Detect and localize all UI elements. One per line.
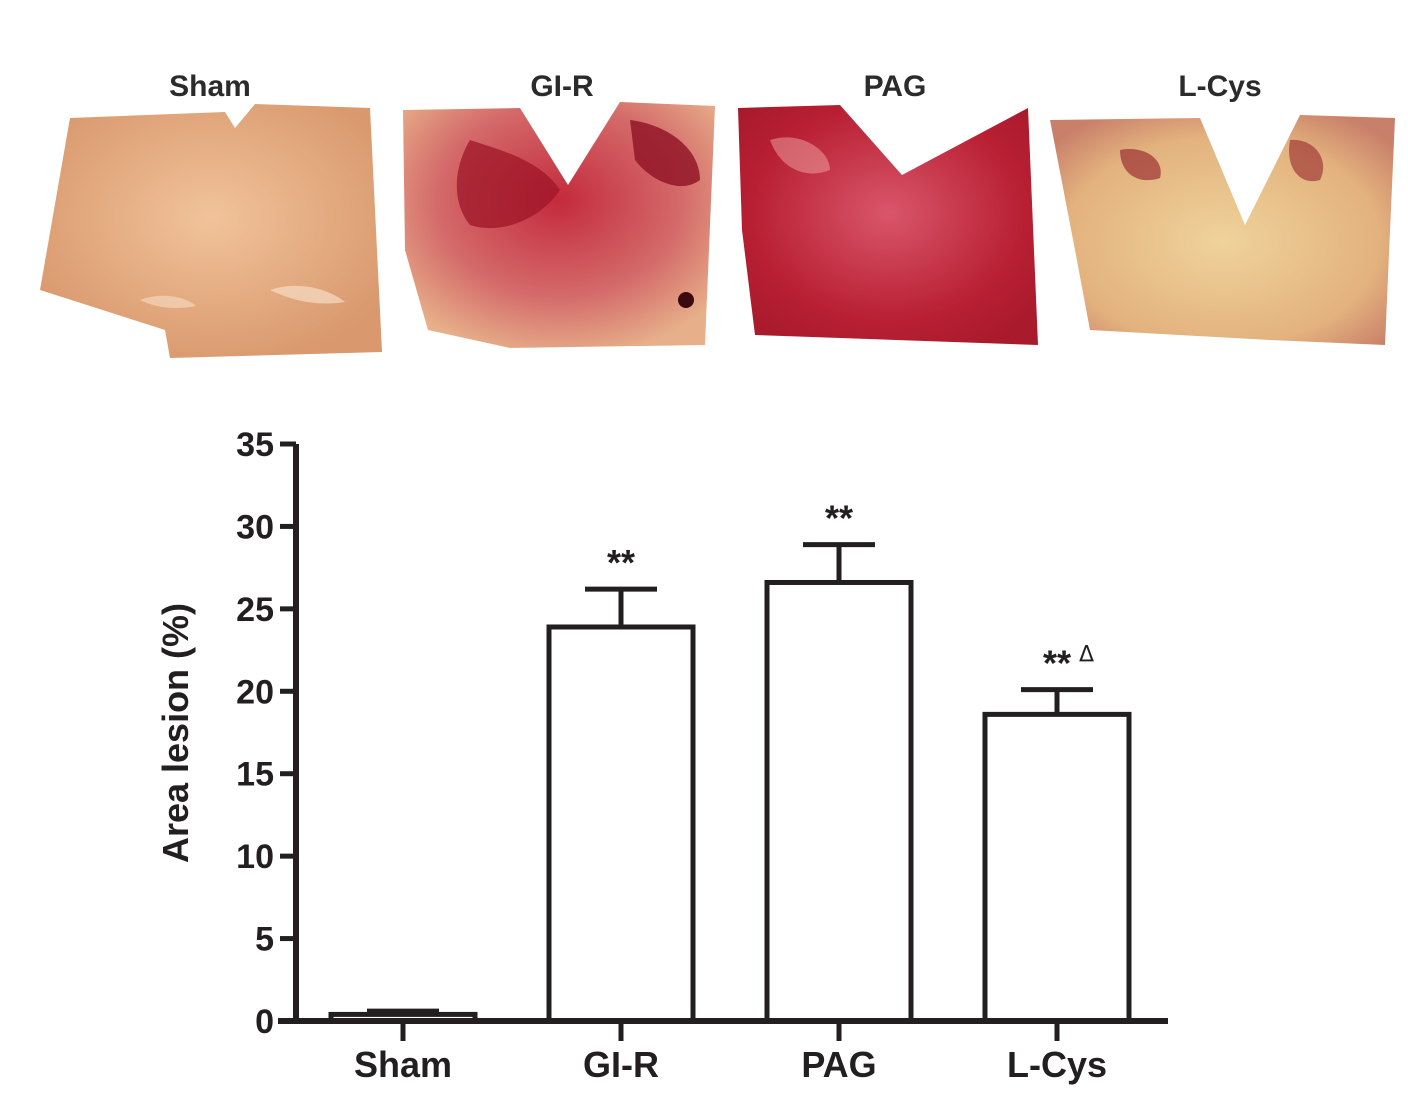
y-tick-label-15: 15 <box>236 756 274 794</box>
significance-l-cys: ** <box>1043 643 1071 684</box>
photo-label-lcys: L-Cys <box>1178 70 1261 103</box>
significance-delta-l-cys: Δ <box>1079 643 1094 668</box>
tissue-photo-gir: GI-R <box>403 70 715 348</box>
significance-annotations: ** ** ** Δ <box>607 498 1094 684</box>
tissue-sham <box>40 104 382 358</box>
x-axis-labels: Sham GI-R PAG L-Cys <box>354 1044 1107 1085</box>
tissue-gir-spot <box>678 292 694 308</box>
bar-gi-r <box>546 624 696 1024</box>
x-axis <box>278 1018 1168 1041</box>
tissue-sham-highlight <box>270 285 345 304</box>
y-tick-label-25: 25 <box>236 591 274 629</box>
x-label-pag: PAG <box>801 1044 876 1085</box>
tissue-gir-lesion-2 <box>630 120 700 187</box>
significance-pag: ** <box>825 498 853 539</box>
y-tick-label-0: 0 <box>255 1003 274 1041</box>
bar-pag <box>764 579 914 1024</box>
photo-label-pag: PAG <box>864 70 927 103</box>
y-tick-label-10: 10 <box>236 838 274 876</box>
tissue-photo-pag: PAG <box>738 70 1038 345</box>
tissue-sham-highlight-2 <box>140 295 196 308</box>
tissue-pag-highlight <box>770 137 830 174</box>
tissue-lcys-lesion-2 <box>1289 139 1324 182</box>
x-label-l-cys: L-Cys <box>1007 1044 1107 1085</box>
bar-l-cys <box>982 711 1132 1024</box>
y-tick-label-5: 5 <box>255 921 274 959</box>
y-axis-title: Area lesion (%) <box>155 603 196 863</box>
significance-gi-r: ** <box>607 542 635 583</box>
tissue-photo-sham: Sham <box>40 70 382 358</box>
photo-label-sham: Sham <box>169 70 251 103</box>
tissue-gir-lesion <box>456 140 560 229</box>
tissue-photo-panel: Sham GI-R PAG L-Cys <box>40 70 1395 358</box>
tissue-lcys-lesion <box>1120 149 1161 181</box>
x-label-sham: Sham <box>354 1044 452 1085</box>
y-tick-label-35: 35 <box>236 426 274 464</box>
x-label-gi-r: GI-R <box>583 1044 659 1085</box>
y-tick-label-30: 30 <box>236 508 274 546</box>
photo-label-gir: GI-R <box>530 70 594 103</box>
y-tick-label-20: 20 <box>236 673 274 711</box>
y-ticks: 0 5 10 15 20 25 30 35 <box>236 426 296 1041</box>
tissue-photo-lcys: L-Cys <box>1050 70 1395 345</box>
tissue-lcys <box>1050 115 1395 345</box>
bars <box>328 579 1132 1024</box>
error-bars <box>367 542 1093 1015</box>
